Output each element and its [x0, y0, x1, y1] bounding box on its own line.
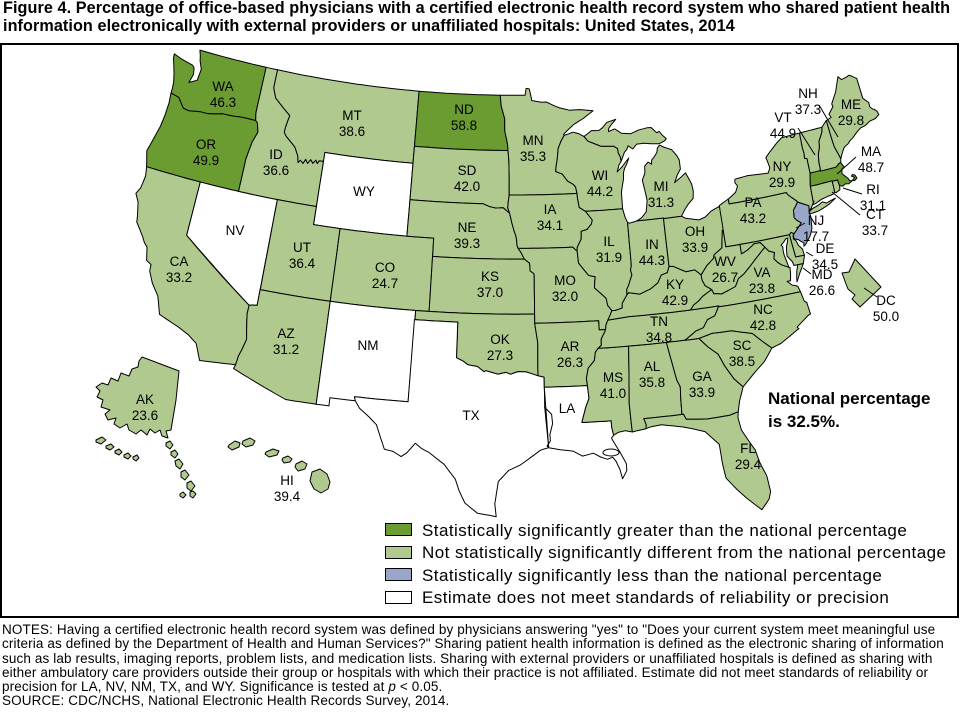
svg-text:NE: NE [458, 220, 477, 235]
svg-text:31.1: 31.1 [860, 198, 886, 213]
svg-text:ID: ID [269, 147, 283, 162]
svg-text:AK: AK [136, 392, 154, 407]
svg-text:48.7: 48.7 [858, 160, 884, 175]
svg-text:AZ: AZ [277, 326, 294, 341]
svg-text:OK: OK [490, 332, 510, 347]
svg-text:PA: PA [744, 195, 761, 210]
svg-text:17.7: 17.7 [803, 229, 829, 244]
svg-text:NY: NY [773, 159, 792, 174]
svg-text:SC: SC [733, 338, 752, 353]
svg-text:39.3: 39.3 [454, 236, 480, 251]
svg-text:KS: KS [481, 269, 499, 284]
svg-text:is 32.5%.: is 32.5%. [768, 412, 840, 431]
svg-text:38.6: 38.6 [339, 124, 365, 139]
svg-text:26.3: 26.3 [557, 355, 583, 370]
svg-text:NJ: NJ [808, 213, 825, 228]
svg-text:CA: CA [170, 254, 189, 269]
svg-text:OH: OH [685, 224, 705, 239]
svg-text:36.6: 36.6 [263, 163, 289, 178]
svg-text:NM: NM [358, 338, 379, 353]
svg-text:36.4: 36.4 [289, 256, 316, 271]
svg-text:37.3: 37.3 [795, 102, 821, 117]
svg-text:29.4: 29.4 [735, 457, 762, 472]
svg-text:43.2: 43.2 [740, 211, 766, 226]
svg-text:WV: WV [714, 254, 736, 269]
svg-text:39.4: 39.4 [274, 489, 301, 504]
svg-text:44.2: 44.2 [587, 184, 613, 199]
svg-text:34.8: 34.8 [646, 330, 672, 345]
svg-text:42.9: 42.9 [662, 293, 688, 308]
svg-text:46.3: 46.3 [210, 95, 236, 110]
svg-text:TN: TN [650, 314, 668, 329]
svg-text:35.3: 35.3 [520, 149, 546, 164]
svg-text:IN: IN [645, 237, 659, 252]
svg-text:VA: VA [753, 265, 770, 280]
svg-text:29.9: 29.9 [769, 175, 795, 190]
svg-text:IA: IA [544, 202, 557, 217]
svg-text:24.7: 24.7 [372, 276, 398, 291]
svg-text:44.9: 44.9 [770, 126, 796, 141]
svg-text:UT: UT [293, 240, 311, 255]
svg-text:NH: NH [798, 86, 818, 101]
svg-text:41.0: 41.0 [600, 386, 626, 401]
svg-text:CT: CT [866, 207, 884, 222]
svg-text:DE: DE [816, 241, 835, 256]
svg-text:42.8: 42.8 [750, 318, 776, 333]
svg-text:35.8: 35.8 [639, 375, 665, 390]
svg-text:WA: WA [212, 79, 233, 94]
svg-text:NC: NC [753, 302, 773, 317]
svg-text:SD: SD [458, 163, 477, 178]
svg-text:37.0: 37.0 [477, 285, 503, 300]
svg-text:AL: AL [644, 359, 661, 374]
svg-text:27.3: 27.3 [487, 348, 513, 363]
svg-text:MI: MI [654, 179, 669, 194]
svg-text:ME: ME [841, 97, 861, 112]
svg-text:31.9: 31.9 [596, 250, 622, 265]
svg-text:VT: VT [774, 110, 791, 125]
svg-text:DC: DC [876, 293, 896, 308]
svg-text:33.2: 33.2 [166, 270, 192, 285]
svg-text:31.3: 31.3 [648, 195, 674, 210]
svg-text:MA: MA [861, 144, 881, 159]
svg-text:MT: MT [342, 108, 362, 123]
svg-text:23.8: 23.8 [749, 281, 775, 296]
svg-text:MO: MO [554, 273, 576, 288]
svg-text:IL: IL [603, 234, 615, 249]
svg-text:AR: AR [561, 339, 580, 354]
svg-text:National percentage: National percentage [768, 389, 931, 408]
svg-text:50.0: 50.0 [873, 309, 899, 324]
svg-text:34.1: 34.1 [537, 218, 563, 233]
svg-text:MS: MS [603, 370, 623, 385]
svg-text:23.6: 23.6 [132, 408, 158, 423]
svg-text:38.5: 38.5 [729, 354, 755, 369]
svg-text:33.7: 33.7 [862, 223, 888, 238]
svg-text:26.7: 26.7 [712, 270, 738, 285]
svg-text:58.8: 58.8 [451, 118, 477, 133]
svg-text:34.5: 34.5 [812, 257, 838, 272]
svg-text:29.8: 29.8 [838, 113, 864, 128]
svg-text:49.9: 49.9 [193, 153, 219, 168]
svg-text:FL: FL [740, 441, 756, 456]
svg-text:HI: HI [280, 473, 294, 488]
svg-text:42.0: 42.0 [454, 179, 480, 194]
svg-text:26.6: 26.6 [809, 283, 835, 298]
svg-text:WY: WY [353, 184, 375, 199]
svg-text:LA: LA [559, 401, 576, 416]
svg-text:NV: NV [226, 223, 245, 238]
svg-text:KY: KY [666, 277, 684, 292]
svg-text:33.9: 33.9 [682, 240, 708, 255]
svg-text:GA: GA [692, 369, 712, 384]
svg-text:WI: WI [592, 168, 609, 183]
svg-text:44.3: 44.3 [639, 253, 665, 268]
svg-text:MD: MD [812, 267, 833, 282]
svg-text:RI: RI [866, 182, 880, 197]
svg-text:TX: TX [462, 408, 479, 423]
svg-text:31.2: 31.2 [273, 342, 299, 357]
svg-text:32.0: 32.0 [552, 289, 578, 304]
svg-text:MN: MN [523, 133, 544, 148]
svg-text:33.9: 33.9 [689, 385, 715, 400]
svg-text:CO: CO [375, 260, 395, 275]
svg-text:OR: OR [196, 137, 217, 152]
svg-text:ND: ND [454, 102, 474, 117]
